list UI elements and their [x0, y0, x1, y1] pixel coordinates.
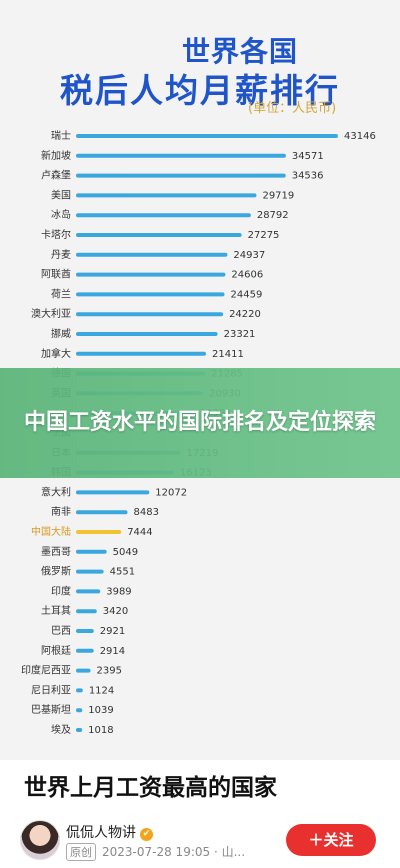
value-label: 24459: [231, 289, 263, 300]
bar: [76, 609, 97, 614]
category-label: 加拿大: [41, 347, 71, 360]
category-label: 印度尼西亚: [21, 664, 71, 677]
value-label: 21411: [212, 349, 244, 360]
post-title: 世界上月工资最高的国家: [24, 775, 277, 801]
category-label: 挪威: [51, 327, 71, 340]
bar: [76, 668, 91, 673]
value-label: 1018: [88, 725, 113, 736]
verified-icon: ✔: [140, 828, 153, 841]
bar: [76, 252, 228, 257]
bar: [76, 153, 286, 158]
category-label: 印度: [51, 584, 71, 597]
value-label: 1039: [88, 705, 113, 716]
value-label: 5049: [113, 547, 138, 558]
category-label: 埃及: [51, 723, 71, 736]
category-label: 瑞士: [51, 129, 71, 142]
value-label: 24220: [229, 309, 261, 320]
bar: [76, 332, 218, 336]
value-label: 4551: [110, 567, 135, 578]
value-label: 2921: [100, 626, 125, 637]
value-label: 2914: [100, 646, 125, 657]
category-label: 阿根廷: [41, 644, 71, 657]
category-label: 南非: [51, 505, 71, 518]
bar: [76, 134, 338, 138]
category-label: 意大利: [41, 485, 71, 498]
category-label: 澳大利亚: [31, 307, 71, 320]
original-tag: 原创: [66, 843, 96, 861]
bar: [76, 708, 83, 713]
category-label: 冰岛: [51, 208, 71, 221]
category-label: 巴基斯坦: [31, 703, 71, 716]
value-label: 1124: [89, 685, 114, 696]
value-label: 12072: [155, 487, 187, 498]
value-label: 24937: [233, 250, 265, 261]
bar: [76, 629, 94, 633]
value-label: 23321: [224, 329, 256, 340]
post-meta-text: 2023-07-28 19:05 · 山...: [102, 845, 246, 859]
bar: [76, 569, 104, 574]
bar: [76, 648, 94, 653]
value-label: 27275: [248, 230, 280, 241]
banner-text: 中国工资水平的国际排名及定位探索: [23, 410, 376, 435]
value-label: 24606: [231, 270, 263, 281]
category-label: 尼日利亚: [31, 684, 71, 696]
value-label: 3989: [106, 586, 131, 597]
bar: [76, 292, 225, 297]
category-label: 新加坡: [41, 149, 71, 162]
value-label: 2395: [97, 666, 122, 677]
bar: [76, 312, 224, 317]
category-label: 土耳其: [41, 604, 71, 617]
bar: [76, 530, 122, 534]
category-label: 中国大陆: [31, 525, 71, 538]
value-label: 3420: [103, 606, 128, 617]
value-label: 34536: [292, 171, 324, 182]
category-label: 阿联酋: [41, 268, 71, 281]
author-name[interactable]: 侃侃人物讲 ✔: [66, 822, 153, 842]
category-label: 荷兰: [51, 287, 71, 300]
value-label: 29719: [262, 190, 294, 201]
bar: [76, 510, 128, 515]
bar: [76, 213, 251, 218]
category-label: 卢森堡: [41, 169, 71, 182]
category-label: 美国: [51, 188, 71, 201]
bar: [76, 688, 83, 693]
category-label: 墨西哥: [41, 546, 71, 558]
bar: [76, 173, 286, 178]
bar: [76, 233, 242, 237]
category-label: 丹麦: [51, 249, 71, 261]
bar: [76, 589, 101, 594]
chart-title-line2: 税后人均月薪排行: [60, 71, 340, 110]
avatar[interactable]: [20, 820, 60, 860]
value-label: 43146: [344, 131, 376, 142]
follow-button[interactable]: ＋关注: [286, 824, 376, 856]
bar: [76, 728, 83, 732]
bar: [76, 193, 257, 198]
category-label: 巴西: [51, 625, 71, 637]
chart-title-line1: 世界各国: [181, 35, 298, 68]
headline-banner: 中国工资水平的国际排名及定位探索: [0, 368, 400, 478]
post-meta: 原创 2023-07-28 19:05 · 山...: [66, 843, 245, 861]
value-label: 28792: [257, 210, 289, 221]
value-label: 7444: [127, 527, 152, 538]
chart-unit: (单位：人民币): [248, 101, 337, 116]
bar: [76, 490, 150, 495]
bar: [76, 351, 207, 356]
bar: [76, 272, 226, 277]
author-row: 侃侃人物讲 ✔ 原创 2023-07-28 19:05 · 山... ＋关注: [20, 820, 380, 864]
category-label: 卡塔尔: [41, 228, 71, 241]
category-label: 俄罗斯: [41, 565, 71, 578]
author-name-text[interactable]: 侃侃人物讲: [66, 825, 136, 841]
value-label: 34571: [292, 151, 324, 162]
value-label: 8483: [134, 507, 159, 518]
bar: [76, 549, 107, 554]
